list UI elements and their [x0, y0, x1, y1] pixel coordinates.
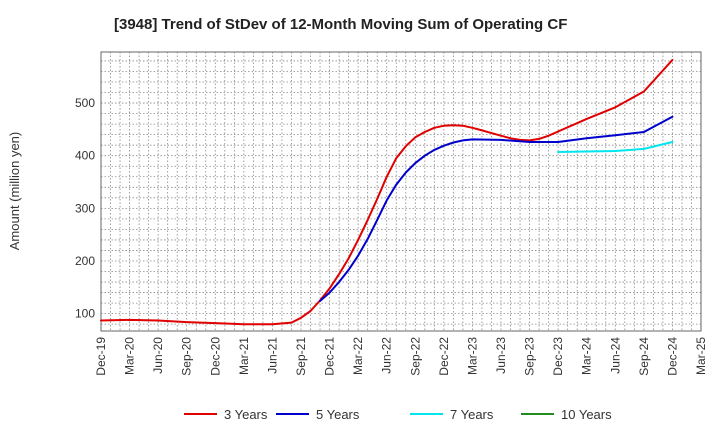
x-tick-label: Jun-23: [494, 337, 508, 374]
y-tick-label: 300: [75, 201, 95, 215]
grid: [100, 52, 702, 331]
y-axis: 100 200 300 400 500: [75, 96, 95, 321]
x-tick-label: Mar-25: [694, 337, 708, 375]
legend-label-3-years: 3 Years: [224, 407, 268, 422]
x-tick-label: Dec-19: [94, 337, 108, 376]
x-tick-label: Dec-22: [437, 337, 451, 376]
y-tick-label: 200: [75, 254, 95, 268]
y-axis-label: Amount (million yen): [7, 132, 22, 251]
legend: 3 Years 5 Years 7 Years 10 Years: [184, 407, 612, 422]
legend-label-7-years: 7 Years: [450, 407, 494, 422]
x-tick-label: Mar-20: [123, 337, 137, 375]
series-line-5-years: [319, 115, 674, 302]
x-axis: Dec-19 Mar-20 Jun-20 Sep-20 Dec-20 Mar-21 Jun-…: [94, 337, 708, 376]
x-tick-label: Dec-24: [665, 337, 679, 376]
x-tick-label: Dec-20: [208, 337, 222, 376]
x-tick-label: Dec-21: [323, 337, 337, 376]
y-tick-label: 100: [75, 307, 95, 321]
x-tick-label: Jun-20: [151, 337, 165, 374]
y-tick-label: 500: [75, 96, 95, 110]
y-tick-label: 400: [75, 149, 95, 163]
x-tick-label: Mar-21: [237, 337, 251, 375]
series-lines: [100, 58, 674, 326]
x-tick-label: Dec-23: [551, 337, 565, 376]
x-tick-label: Mar-22: [351, 337, 365, 375]
x-tick-label: Jun-22: [380, 337, 394, 374]
x-tick-label: Sep-22: [408, 337, 422, 376]
legend-label-5-years: 5 Years: [316, 407, 360, 422]
x-tick-label: Jun-24: [608, 337, 622, 374]
series-line-3-years: [100, 58, 674, 326]
x-tick-label: Sep-21: [294, 337, 308, 376]
x-tick-label: Sep-20: [180, 337, 194, 376]
x-tick-label: Sep-24: [637, 337, 651, 376]
x-tick-label: Sep-23: [523, 337, 537, 376]
x-tick-label: Jun-21: [265, 337, 279, 374]
plot-area: [100, 51, 702, 332]
series-line-7-years: [557, 141, 674, 153]
x-tick-label: Mar-23: [465, 337, 479, 375]
x-tick-label: Mar-24: [580, 337, 594, 375]
legend-label-10-years: 10 Years: [561, 407, 612, 422]
chart-title: [3948] Trend of StDev of 12-Month Moving…: [114, 16, 567, 33]
